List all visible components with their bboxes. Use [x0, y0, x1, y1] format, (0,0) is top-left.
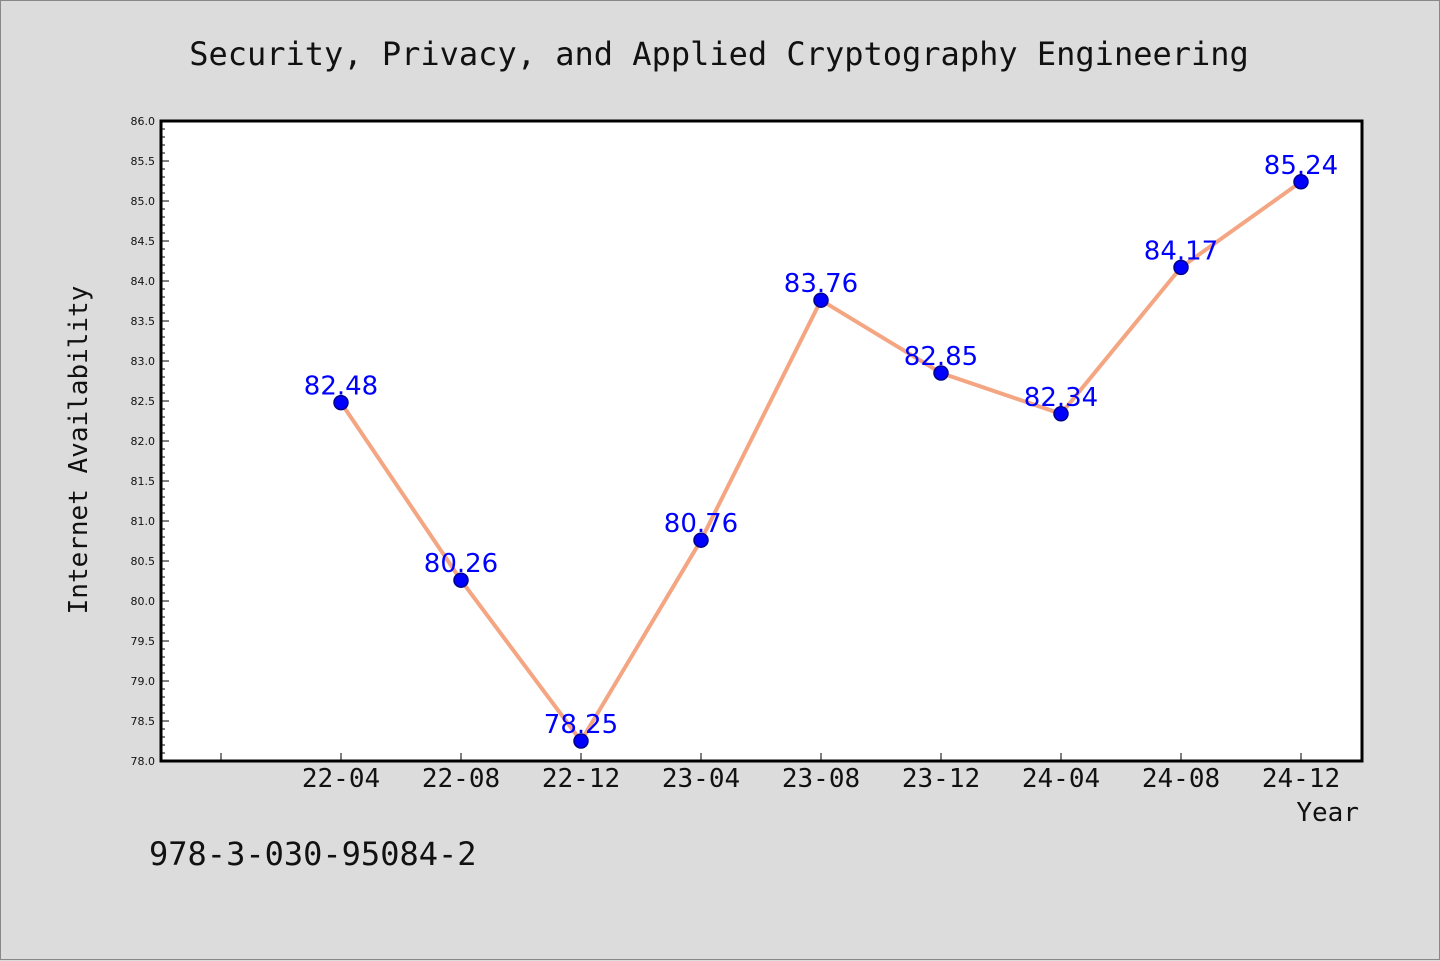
y-tick-label: 79.0: [131, 675, 156, 688]
data-point: [693, 532, 709, 548]
plot-area: [159, 119, 1364, 763]
y-tick-label: 81.5: [131, 475, 156, 488]
y-tick-label: 78.0: [131, 755, 156, 768]
data-point: [933, 365, 949, 381]
y-tick-label: 82.0: [131, 435, 156, 448]
data-point: [1173, 259, 1189, 276]
x-tick-label: 23-04: [662, 764, 740, 794]
x-tick-label: 22-04: [302, 764, 380, 794]
x-tick-label: 22-08: [422, 764, 500, 794]
data-point: [453, 572, 469, 588]
y-tick-label: 79.5: [131, 635, 156, 648]
x-tick-label: 23-12: [902, 764, 980, 794]
y-tick-label: 85.5: [131, 155, 156, 168]
y-tick-label: 85.0: [131, 195, 156, 208]
y-tick-label: 84.0: [131, 275, 156, 288]
x-tick-label: 24-04: [1022, 764, 1100, 794]
x-tick-label: 24-08: [1142, 764, 1220, 794]
y-axis-label: Internet Availability: [64, 286, 94, 615]
x-axis-label: Year: [1296, 798, 1359, 828]
data-point: [333, 394, 349, 411]
series-layer: 82.4880.2678.2580.7683.7682.8582.3484.17…: [304, 151, 1338, 749]
y-tick-label: 84.5: [131, 235, 156, 248]
x-tick-label: 22-12: [542, 764, 620, 794]
y-tick-label: 78.5: [131, 715, 156, 728]
y-tick-label: 81.0: [131, 515, 156, 528]
data-point: [1053, 406, 1069, 422]
y-tick-label: 80.5: [131, 555, 156, 568]
y-tick-label: 83.5: [131, 315, 156, 328]
y-tick-label: 80.0: [131, 595, 156, 608]
x-tick-label: 23-08: [782, 764, 860, 794]
y-tick-label: 82.5: [131, 395, 156, 408]
y-tick-label: 83.0: [131, 355, 156, 368]
y-axis: 78.0 78.5 79.0 79.5 80.0 80.5 81.0 81.5 82.0 82.5…: [131, 115, 169, 768]
x-tick-label: 24-12: [1262, 764, 1340, 794]
x-axis: 22-04 22-08 22-12 23-04 23-08 23-12 24-04 24-08…: [220, 753, 1340, 794]
chart-title: Security, Privacy, and Applied Cryptogra…: [189, 35, 1249, 73]
y-tick-label: 86.0: [131, 115, 156, 128]
data-point: [1293, 174, 1309, 190]
data-point: [813, 292, 829, 308]
footnote: 978-3-030-95084-2: [149, 835, 477, 873]
data-point: [573, 733, 589, 749]
